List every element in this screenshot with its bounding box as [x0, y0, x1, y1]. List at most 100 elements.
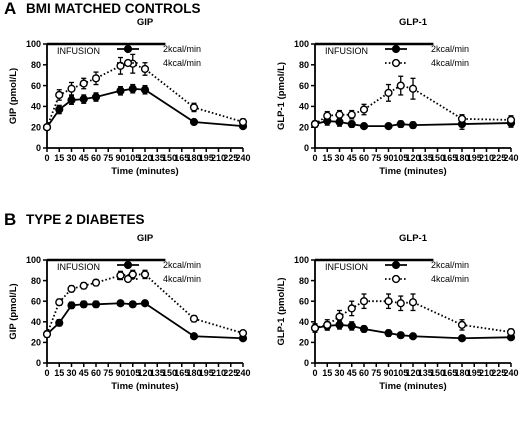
x-axis-label: Time (minutes) — [379, 166, 446, 177]
x-tick-label: 240 — [235, 153, 250, 163]
legend-label: 4kcal/min — [163, 274, 201, 284]
y-tick-label: 100 — [294, 39, 309, 49]
x-tick-label: 150 — [162, 153, 177, 163]
x-tick-label: 210 — [479, 368, 494, 378]
chart-title: GLP-1 — [399, 17, 428, 28]
y-tick-label: 60 — [299, 296, 309, 306]
x-tick-label: 30 — [334, 153, 344, 163]
y-axis-label: GIP (pmol/L) — [8, 283, 19, 339]
y-tick-label: 0 — [36, 358, 41, 368]
x-tick-label: 165 — [174, 368, 189, 378]
x-axis-label: Time (minutes) — [111, 381, 178, 392]
data-point — [396, 299, 405, 308]
data-point — [116, 86, 125, 95]
chart-title: GIP — [137, 233, 154, 244]
y-tick-label: 80 — [299, 60, 309, 70]
data-point — [91, 74, 101, 83]
panel-a-title: BMI MATCHED CONTROLS — [26, 1, 201, 16]
data-point — [310, 323, 320, 333]
series-solid — [42, 299, 248, 343]
series-line — [314, 323, 512, 340]
legend-marker — [391, 260, 401, 270]
data-point — [79, 95, 88, 104]
data-point — [310, 119, 320, 129]
x-tick-label: 210 — [479, 153, 494, 163]
series-line — [46, 302, 244, 340]
x-tick-label: 150 — [430, 368, 445, 378]
data-point — [506, 328, 516, 337]
data-point — [55, 318, 64, 327]
y-tick-label: 60 — [31, 296, 41, 306]
data-point — [384, 88, 393, 97]
series-line — [46, 87, 244, 128]
series-line — [46, 62, 244, 128]
data-point — [140, 299, 150, 308]
y-tick-label: 100 — [26, 39, 41, 49]
data-point — [189, 103, 199, 112]
x-tick-label: 45 — [347, 368, 357, 378]
data-point — [359, 105, 369, 114]
data-point — [347, 110, 356, 119]
data-point — [335, 117, 344, 127]
x-tick-label: 240 — [235, 368, 250, 378]
y-tick-label: 20 — [299, 122, 309, 132]
x-tick-label: 0 — [312, 153, 317, 163]
chart-title: GLP-1 — [399, 233, 428, 244]
x-tick-label: 165 — [442, 368, 457, 378]
x-tick-label: 90 — [383, 153, 393, 163]
x-tick-label: 180 — [454, 368, 469, 378]
series-solid — [310, 320, 516, 343]
data-point — [91, 300, 101, 309]
data-point — [140, 270, 150, 279]
y-tick-label: 100 — [26, 255, 41, 265]
x-tick-label: 195 — [199, 153, 214, 163]
x-tick-label: 30 — [66, 153, 76, 163]
x-tick-label: 120 — [405, 153, 420, 163]
x-tick-label: 210 — [211, 368, 226, 378]
series-line — [314, 300, 512, 333]
y-tick-label: 40 — [299, 102, 309, 112]
data-point — [91, 92, 101, 102]
data-point — [347, 304, 356, 313]
y-tick-label: 40 — [31, 317, 41, 327]
legend-label: 2kcal/min — [431, 260, 469, 270]
x-tick-label: 120 — [137, 368, 152, 378]
series-dotted — [42, 53, 248, 132]
data-point — [384, 122, 393, 131]
x-tick-label: 240 — [503, 153, 518, 163]
data-point — [408, 298, 418, 307]
x-tick-label: 0 — [44, 368, 49, 378]
x-tick-label: 135 — [418, 153, 433, 163]
data-point — [67, 96, 76, 105]
data-point — [457, 320, 467, 329]
data-point — [359, 122, 369, 131]
y-tick-label: 80 — [31, 60, 41, 70]
x-tick-label: 135 — [150, 368, 165, 378]
x-tick-label: 75 — [371, 368, 381, 378]
data-point — [359, 297, 369, 306]
x-tick-label: 15 — [54, 368, 64, 378]
panel-b-letter: B — [4, 210, 16, 229]
data-point — [323, 111, 332, 120]
data-point — [457, 114, 467, 123]
data-point — [116, 271, 125, 280]
legend-marker — [123, 44, 133, 54]
x-tick-label: 225 — [223, 368, 238, 378]
x-tick-label: 15 — [322, 153, 332, 163]
infusion-label: INFUSION — [57, 262, 100, 272]
x-tick-label: 30 — [334, 368, 344, 378]
data-point — [79, 300, 88, 309]
x-tick-label: 180 — [186, 153, 201, 163]
x-tick-label: 195 — [199, 368, 214, 378]
data-point — [384, 329, 393, 338]
x-tick-label: 45 — [347, 153, 357, 163]
x-tick-label: 180 — [186, 368, 201, 378]
x-tick-label: 45 — [79, 368, 89, 378]
x-tick-label: 135 — [150, 153, 165, 163]
data-point — [408, 332, 418, 341]
y-tick-label: 40 — [299, 317, 309, 327]
data-point — [408, 121, 418, 130]
